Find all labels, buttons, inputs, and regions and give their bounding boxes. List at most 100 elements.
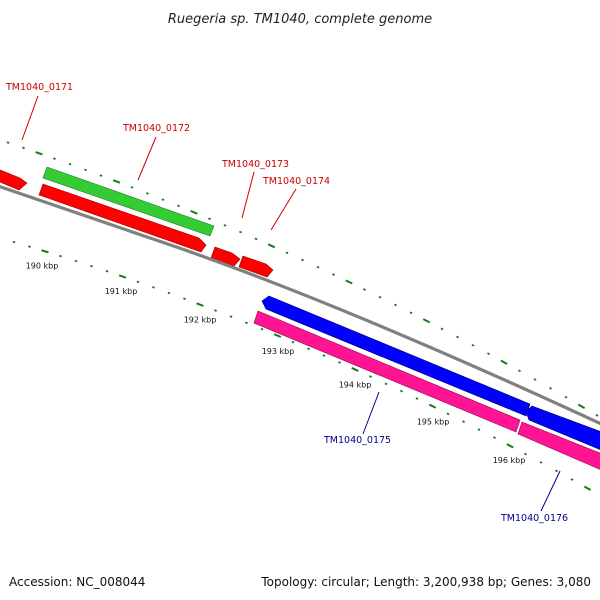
minor-tick — [59, 254, 62, 258]
tick-label: 196 kbp — [493, 456, 526, 465]
gene-leader-line — [137, 136, 157, 181]
gene-tm1040-0174[interactable] — [238, 255, 274, 278]
major-tick — [41, 249, 49, 254]
minor-tick — [462, 420, 465, 424]
gene-tm1040-0172[interactable] — [42, 166, 215, 237]
minor-tick — [28, 245, 31, 248]
gene-magenta-right[interactable] — [517, 421, 600, 472]
gene-tm1040-0173[interactable] — [210, 246, 241, 267]
major-tick — [500, 359, 508, 365]
minor-tick — [394, 303, 397, 307]
gene-leader-line — [540, 470, 561, 512]
minor-tick — [183, 297, 186, 301]
minor-tick — [307, 347, 310, 351]
minor-tick — [22, 146, 25, 150]
minor-tick — [84, 168, 87, 172]
minor-tick — [456, 335, 459, 339]
major-tick — [422, 318, 431, 324]
gene-label[interactable]: TM1040_0174 — [262, 176, 330, 187]
minor-tick — [146, 192, 149, 195]
minor-tick — [477, 428, 481, 431]
minor-tick — [291, 340, 295, 344]
gene-leader-line — [241, 171, 255, 219]
minor-tick — [214, 309, 217, 312]
minor-tick — [6, 141, 10, 144]
minor-tick — [161, 198, 165, 201]
minor-tick — [363, 288, 366, 291]
gene-leader-line — [270, 188, 297, 231]
minor-tick — [136, 280, 140, 284]
accession-text: Accession: NC_008044 — [9, 575, 145, 589]
minor-tick — [177, 204, 180, 208]
minor-tick — [105, 270, 109, 273]
minor-tick — [332, 273, 335, 276]
major-tick — [351, 367, 359, 372]
minor-tick — [130, 186, 134, 189]
minor-tick — [208, 217, 211, 221]
tick-label: 192 kbp — [184, 316, 217, 325]
minor-tick — [518, 369, 521, 373]
gene-label[interactable]: TM1040_0175 — [323, 435, 391, 446]
major-tick — [273, 333, 282, 338]
map-title: Ruegeria sp. TM1040, complete genome — [168, 12, 432, 27]
tick-label: 190 kbp — [26, 261, 59, 270]
major-tick — [112, 179, 121, 184]
minor-tick — [301, 258, 304, 262]
minor-tick — [167, 291, 171, 295]
minor-tick — [223, 224, 227, 227]
major-tick — [345, 279, 353, 285]
minor-tick — [285, 251, 289, 255]
major-tick — [577, 403, 586, 409]
gene-label[interactable]: TM1040_0176 — [500, 513, 568, 524]
inner-tick-row — [12, 240, 592, 491]
genome-backbone — [0, 185, 600, 426]
genome-summary-text: Topology: circular; Length: 3,200,938 bp… — [260, 575, 591, 589]
minor-tick — [229, 315, 233, 318]
minor-tick — [378, 295, 382, 299]
minor-tick — [539, 461, 543, 464]
minor-tick — [338, 361, 341, 364]
minor-tick — [564, 395, 568, 399]
gene-tm1040-0171[interactable] — [0, 168, 28, 191]
gene-red-long[interactable] — [38, 183, 207, 253]
minor-tick — [487, 352, 490, 356]
gene-label[interactable]: TM1040_0171 — [5, 82, 73, 93]
minor-tick — [369, 375, 372, 378]
major-tick — [583, 485, 592, 491]
major-tick — [190, 209, 198, 215]
minor-tick — [74, 259, 78, 263]
minor-tick — [245, 321, 248, 325]
gene-magenta-long[interactable] — [253, 310, 521, 433]
gene-tm1040-0175[interactable] — [261, 295, 531, 417]
minor-tick — [524, 452, 527, 456]
gene-label-layer: TM1040_0171 TM1040_0172 TM1040_0173 TM1040_… — [5, 82, 568, 524]
minor-tick — [555, 469, 558, 473]
minor-tick — [400, 389, 403, 393]
gene-leader-line — [21, 95, 39, 141]
major-tick — [506, 443, 514, 449]
tick-label: 194 kbp — [339, 380, 372, 389]
gene-tm1040-0176[interactable] — [525, 405, 600, 452]
tick-label-row: 190 kbp 191 kbp 192 kbp 193 kbp 194 kbp 195 k… — [26, 261, 526, 465]
gene-label[interactable]: TM1040_0172 — [122, 123, 190, 134]
minor-tick — [493, 436, 496, 439]
minor-tick — [90, 264, 93, 268]
minor-tick — [595, 414, 599, 417]
minor-tick — [409, 311, 413, 315]
outer-tick-row — [6, 141, 599, 417]
minor-tick — [471, 343, 475, 347]
major-tick — [428, 403, 437, 409]
gene-leader-line — [362, 391, 380, 435]
major-tick — [267, 243, 276, 249]
minor-tick — [239, 230, 242, 234]
gene-label[interactable]: TM1040_0173 — [221, 159, 289, 170]
minor-tick — [384, 382, 388, 386]
major-tick — [118, 274, 127, 279]
minor-tick — [68, 162, 72, 166]
minor-tick — [260, 327, 264, 331]
minor-tick — [12, 240, 16, 244]
minor-tick — [53, 157, 56, 160]
minor-tick — [570, 478, 574, 481]
minor-tick — [322, 354, 326, 357]
